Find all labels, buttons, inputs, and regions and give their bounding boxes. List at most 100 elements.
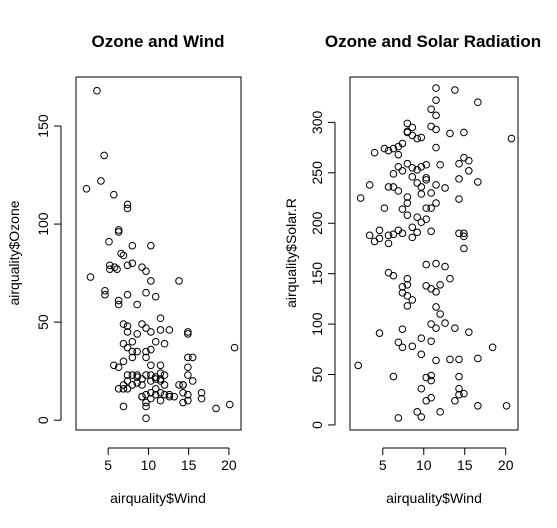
y-tick-label: 150: [309, 262, 325, 286]
data-point: [394, 187, 403, 195]
plot-frame: [75, 76, 242, 431]
data-point: [160, 339, 169, 348]
data-point: [179, 381, 187, 389]
data-point: [123, 377, 132, 385]
data-point: [417, 334, 426, 343]
data-point: [436, 310, 444, 318]
data-point: [427, 285, 435, 293]
data-point: [375, 226, 384, 235]
data-point: [417, 350, 426, 359]
data-point: [474, 178, 482, 186]
data-point: [119, 402, 128, 411]
data-point: [133, 371, 141, 379]
data-point: [422, 160, 431, 169]
data-point: [105, 237, 113, 246]
data-point: [427, 122, 435, 131]
data-point: [451, 86, 459, 94]
data-point: [488, 343, 497, 352]
data-point: [197, 388, 206, 397]
data-point: [465, 328, 473, 336]
x-tick-label: 15: [457, 457, 473, 473]
data-point: [408, 223, 417, 232]
data-point: [110, 190, 118, 199]
data-point: [398, 282, 407, 291]
data-point: [156, 375, 165, 383]
x-tick-label: 20: [221, 457, 237, 473]
data-point: [427, 105, 435, 114]
data-point: [455, 159, 463, 168]
data-point: [408, 163, 417, 172]
x-axis: 5 10 15 20: [379, 447, 514, 473]
data-point: [441, 319, 449, 327]
data-point: [156, 326, 165, 334]
data-point: [465, 166, 473, 175]
data-point: [147, 345, 155, 354]
data-point: [413, 179, 422, 187]
data-point: [117, 249, 125, 258]
data-point: [432, 84, 440, 92]
data-point: [474, 354, 482, 363]
data-point: [460, 389, 468, 398]
data-point: [394, 338, 403, 347]
data-point: [427, 189, 435, 197]
chart-title: Ozone and Wind: [91, 32, 224, 51]
data-point: [123, 200, 132, 209]
data-point: [507, 134, 516, 143]
data-point: [142, 288, 150, 297]
data-point: [128, 353, 137, 362]
data-point: [384, 146, 393, 155]
data-point: [417, 413, 426, 421]
data-point: [128, 337, 137, 346]
data-point: [375, 329, 384, 337]
data-point: [147, 277, 155, 285]
data-point: [441, 262, 449, 271]
data-point: [133, 379, 141, 387]
data-point: [156, 369, 165, 377]
y-tick-label: 0: [309, 421, 325, 429]
data-point: [114, 385, 123, 393]
data-point: [128, 371, 137, 379]
data-point: [408, 131, 417, 140]
data-point: [179, 388, 187, 397]
data-point: [175, 381, 183, 389]
data-point: [160, 390, 169, 399]
data-point: [455, 384, 463, 393]
data-point: [380, 204, 389, 212]
data-point: [432, 324, 440, 332]
data-point: [432, 181, 440, 189]
data-point: [413, 408, 422, 416]
data-point: [384, 239, 393, 248]
data-point: [114, 228, 123, 236]
data-point: [156, 377, 165, 385]
x-tick-label: 5: [104, 457, 112, 473]
data-point: [427, 393, 435, 402]
data-point: [151, 373, 160, 381]
data-point: [142, 371, 150, 379]
data-point: [147, 394, 155, 403]
data-point: [417, 384, 426, 393]
data-point: [97, 177, 105, 185]
data-point: [212, 404, 220, 413]
data-point: [389, 144, 398, 153]
data-point: [128, 241, 137, 250]
data-point: [230, 343, 239, 352]
data-point: [106, 261, 114, 270]
chart-ozone-solar: Ozone and Solar Radiation airquality$Win…: [283, 32, 541, 506]
data-point: [403, 274, 412, 283]
data-point: [398, 289, 407, 297]
data-point: [432, 111, 440, 120]
data-point: [138, 392, 146, 401]
data-point: [427, 371, 435, 380]
data-point: [394, 226, 403, 235]
data-point: [389, 170, 398, 178]
data-point: [394, 414, 403, 422]
data-point: [432, 199, 440, 207]
data-point: [86, 273, 95, 281]
y-tick-label: 50: [35, 314, 51, 330]
data-point: [184, 396, 192, 405]
data-point: [365, 181, 374, 189]
data-point: [156, 361, 165, 370]
data-point: [179, 398, 187, 407]
data-point: [389, 271, 398, 280]
